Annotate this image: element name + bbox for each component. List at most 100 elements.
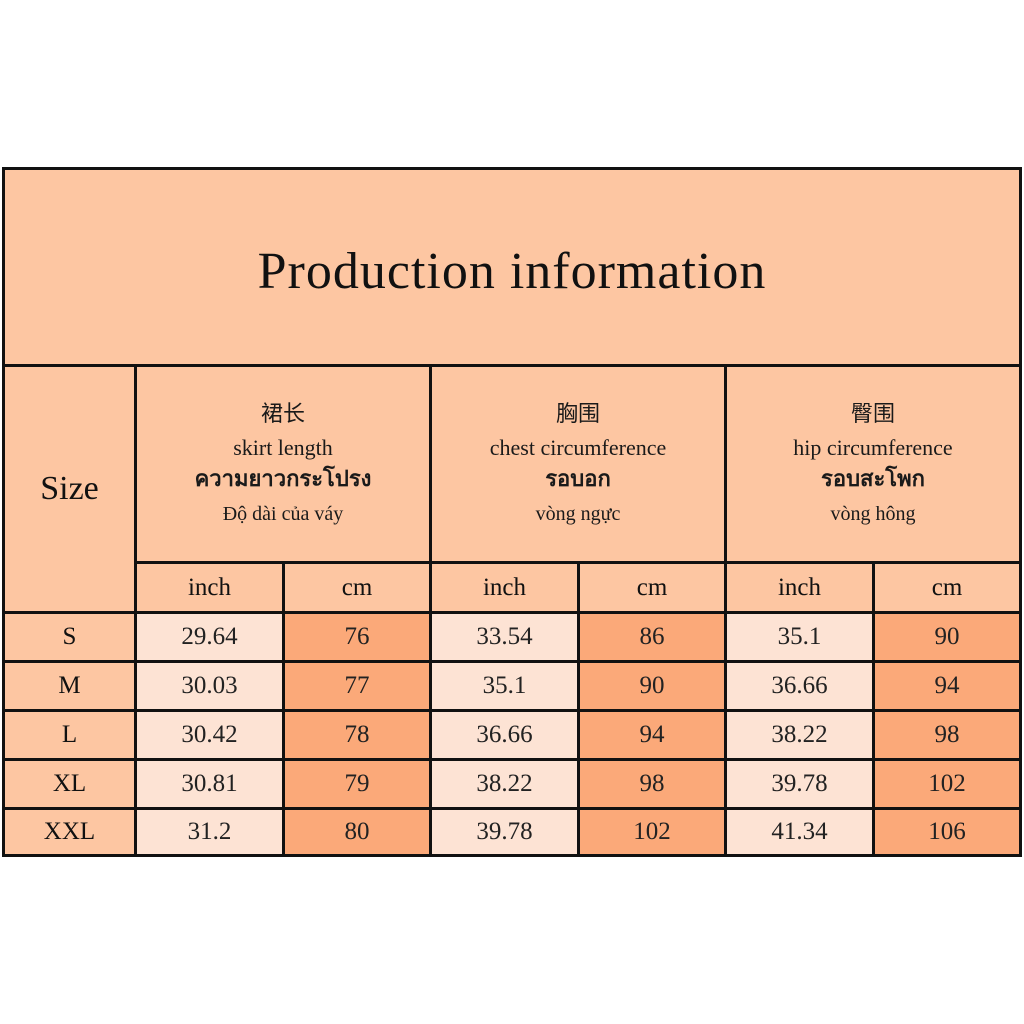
value-cell: 94 [580, 712, 724, 758]
value-text: 106 [928, 818, 966, 845]
value-cell: 98 [875, 712, 1019, 758]
group-label-en: skirt length [233, 434, 333, 460]
size-cell: XL [5, 761, 134, 807]
chart-title: Production information [257, 242, 767, 300]
value-cell: 106 [875, 810, 1019, 854]
size-label: L [61, 721, 78, 748]
value-text: 77 [344, 672, 370, 699]
group-label-th: ความยาวกระโปรง [194, 467, 372, 493]
size-cell: S [5, 614, 134, 660]
group-label-vi: Độ dài của váy [222, 502, 344, 525]
value-cell: 39.78 [432, 810, 577, 854]
group-label-zh: 臀围 [850, 402, 895, 428]
value-text: 38.22 [771, 721, 828, 748]
value-cell: 30.42 [137, 712, 282, 758]
unit-header: inch [432, 564, 577, 611]
value-cell: 78 [285, 712, 429, 758]
value-text: 35.1 [482, 672, 527, 699]
unit-header: inch [137, 564, 282, 611]
value-text: 78 [344, 721, 370, 748]
value-cell: 79 [285, 761, 429, 807]
value-text: 76 [344, 623, 370, 650]
size-cell: M [5, 663, 134, 709]
value-cell: 36.66 [727, 663, 872, 709]
value-text: 39.78 [771, 770, 828, 797]
size-label: S [62, 623, 77, 650]
value-text: 33.54 [476, 623, 533, 650]
value-cell: 80 [285, 810, 429, 854]
unit-header: cm [875, 564, 1019, 611]
group-label-th: รอบสะโพก [821, 467, 925, 493]
unit-header: cm [285, 564, 429, 611]
value-cell: 76 [285, 614, 429, 660]
value-text: 39.78 [476, 818, 533, 845]
value-cell: 35.1 [432, 663, 577, 709]
group-header-skirt-length: 裙长 skirt length ความยาวกระโปรง Độ dài củ… [137, 367, 429, 561]
group-label-vi: vòng hông [830, 502, 916, 525]
value-cell: 36.66 [432, 712, 577, 758]
size-cell: XXL [5, 810, 134, 854]
value-text: 29.64 [181, 623, 238, 650]
value-cell: 94 [875, 663, 1019, 709]
value-cell: 39.78 [727, 761, 872, 807]
value-text: 35.1 [777, 623, 822, 650]
value-cell: 90 [580, 663, 724, 709]
value-text: 94 [639, 721, 665, 748]
group-header-hip-circumference: 臀围 hip circumference รอบสะโพก vòng hông [727, 367, 1019, 561]
unit-label: inch [777, 573, 822, 601]
value-cell: 29.64 [137, 614, 282, 660]
value-text: 30.42 [181, 721, 238, 748]
size-cell: L [5, 712, 134, 758]
size-label: M [58, 672, 81, 699]
value-cell: 38.22 [432, 761, 577, 807]
value-text: 41.34 [771, 818, 828, 845]
size-chart: Production information Size 裙长 skirt len… [2, 167, 1022, 857]
value-text: 86 [639, 623, 665, 650]
value-cell: 38.22 [727, 712, 872, 758]
value-cell: 33.54 [432, 614, 577, 660]
value-text: 80 [344, 818, 370, 845]
value-cell: 102 [875, 761, 1019, 807]
value-text: 30.03 [181, 672, 238, 699]
unit-label: inch [482, 573, 527, 601]
value-text: 102 [928, 770, 966, 797]
value-text: 94 [934, 672, 960, 699]
value-text: 36.66 [476, 721, 533, 748]
value-cell: 77 [285, 663, 429, 709]
unit-label: cm [636, 573, 668, 601]
value-text: 79 [344, 770, 370, 797]
value-text: 30.81 [181, 770, 238, 797]
value-text: 102 [633, 818, 671, 845]
unit-label: cm [931, 573, 963, 601]
value-text: 98 [934, 721, 960, 748]
value-cell: 30.03 [137, 663, 282, 709]
size-label: XXL [43, 818, 96, 845]
title-box: Production information [5, 170, 1019, 364]
group-label-zh: 裙长 [260, 402, 305, 428]
size-label: XL [52, 770, 87, 797]
value-text: 90 [934, 623, 960, 650]
value-cell: 98 [580, 761, 724, 807]
group-label-en: chest circumference [489, 434, 667, 460]
group-label-vi: vòng ngực [535, 502, 621, 525]
value-cell: 35.1 [727, 614, 872, 660]
unit-header: cm [580, 564, 724, 611]
value-text: 31.2 [187, 818, 232, 845]
value-cell: 102 [580, 810, 724, 854]
unit-header: inch [727, 564, 872, 611]
value-text: 90 [639, 672, 665, 699]
value-cell: 30.81 [137, 761, 282, 807]
value-text: 36.66 [771, 672, 828, 699]
value-text: 38.22 [476, 770, 533, 797]
group-header-chest-circumference: 胸围 chest circumference รอบอก vòng ngực [432, 367, 724, 561]
value-cell: 31.2 [137, 810, 282, 854]
unit-label: inch [187, 573, 232, 601]
unit-label: cm [341, 573, 373, 601]
group-label-th: รอบอก [545, 467, 611, 493]
size-header: Size [5, 367, 134, 611]
value-cell: 86 [580, 614, 724, 660]
value-text: 98 [639, 770, 665, 797]
value-cell: 90 [875, 614, 1019, 660]
group-label-zh: 胸围 [555, 402, 600, 428]
size-header-label: Size [40, 470, 99, 507]
